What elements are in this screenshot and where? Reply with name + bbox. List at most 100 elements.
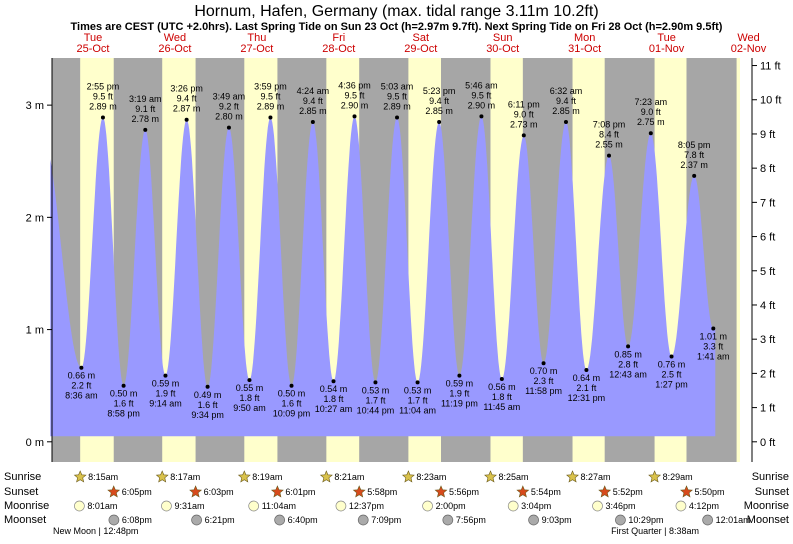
tide-extreme-dot (457, 373, 462, 378)
moonset-icon (615, 514, 626, 526)
moonset-icon (357, 514, 369, 526)
tide-high-time: 7:08 pm (593, 120, 626, 130)
sunset-icon (107, 485, 121, 498)
moonrise-icon (422, 500, 433, 512)
tide-high-m: 2.85 m (425, 106, 453, 116)
row-label-left: Sunrise (4, 471, 41, 483)
row-label-left: Moonrise (4, 500, 49, 512)
day-date-label: 01-Nov (649, 43, 685, 55)
tide-high-time: 7:23 am (635, 97, 668, 107)
tide-high-time: 8:05 pm (678, 140, 711, 150)
tide-extreme-dot (479, 114, 484, 119)
moonrise-icon (335, 500, 347, 512)
tide-low-ft: 1.6 ft (282, 399, 303, 409)
day-weekday-label: Tue (84, 32, 103, 44)
tide-high-ft: 9.5 ft (387, 91, 408, 101)
moonset-icon (702, 514, 713, 526)
tide-extreme-dot (541, 361, 546, 366)
y-tick-label-ft: 10 ft (760, 95, 781, 107)
moonrise-icon (74, 500, 85, 512)
sunset-icon (680, 485, 693, 498)
sunset-time: 5:52pm (613, 487, 643, 497)
tide-high-time: 2:55 pm (87, 81, 120, 91)
chart-title: Hornum, Hafen, Germany (max. tidal range… (194, 3, 598, 20)
tide-extreme-dot (437, 119, 442, 124)
tide-high-time: 3:49 am (213, 92, 246, 102)
tide-low-m: 0.53 m (362, 385, 390, 395)
tide-area (50, 116, 716, 437)
row-label-right: Moonset (747, 514, 789, 526)
axis-ticks: 0 m 1 m 2 m 3 m 0 ft 1 ft 2 ft 3 ft 4 ft 5 ft 6 ft… (26, 61, 782, 449)
tide-low-m: 0.66 m (68, 371, 96, 381)
tide-low-ft: 1.8 ft (324, 394, 345, 404)
moonset-icon (108, 514, 120, 526)
tide-high-time: 3:59 pm (254, 81, 287, 91)
tide-high-ft: 9.5 ft (93, 91, 114, 101)
moonrise-time: 11:04am (262, 501, 296, 511)
tide-high-ft: 7.8 ft (684, 150, 705, 160)
sunset-time: 6:05pm (122, 487, 152, 497)
sunrise-time: 8:23am (416, 472, 446, 482)
tide-extreme-dot (184, 117, 189, 122)
tide-extreme-dot (692, 173, 697, 178)
tide-extreme-dot (121, 383, 126, 388)
tide-low-m: 0.56 m (488, 382, 516, 392)
y-tick-label-ft: 0 ft (760, 437, 775, 449)
tide-labels: 0.66 m2.2 ft8:36 am2:55 pm9.5 ft2.89 m0.… (65, 80, 729, 419)
tide-low-m: 1.01 m (700, 331, 728, 341)
tide-extreme-dot (268, 115, 273, 120)
sunrise-time: 8:15am (88, 472, 118, 482)
tide-low-time: 1:41 am (697, 351, 730, 361)
tide-high-time: 3:26 pm (170, 84, 203, 94)
moonset-time: 6:21pm (205, 515, 235, 525)
moonrise-time: 4:12pm (689, 501, 719, 511)
tide-low-time: 10:27 am (315, 404, 353, 414)
tide-low-m: 0.53 m (404, 385, 432, 395)
tide-low-ft: 1.7 ft (365, 395, 386, 405)
moonset-time: 7:09pm (371, 515, 401, 525)
tide-high-ft: 9.0 ft (641, 107, 662, 117)
tide-high-m: 2.75 m (637, 117, 665, 127)
tide-extreme-dot (373, 380, 378, 385)
tide-low-m: 0.85 m (614, 349, 642, 359)
sunset-time: 5:58pm (367, 487, 397, 497)
tide-low-time: 8:36 am (65, 391, 98, 401)
moonrise-time: 3:46pm (606, 501, 636, 511)
tide-extreme-dot (669, 354, 674, 359)
sunrise-time: 8:21am (334, 472, 364, 482)
tide-low-ft: 2.1 ft (576, 383, 597, 393)
tide-high-time: 5:03 am (381, 81, 414, 91)
day-date-label: 28-Oct (322, 43, 355, 55)
tide-extreme-dot (606, 153, 611, 158)
y-tick-label-ft: 7 ft (760, 197, 775, 209)
tide-extreme-dot (415, 380, 420, 385)
day-labels: Tue25-OctWed26-OctThu27-OctFri28-OctSat2… (76, 32, 766, 55)
y-tick-label-ft: 5 ft (760, 266, 775, 278)
tide-high-ft: 9.4 ft (177, 94, 198, 104)
tide-low-time: 11:04 am (399, 405, 436, 415)
tide-low-ft: 1.9 ft (155, 389, 176, 399)
tide-low-m: 0.76 m (658, 360, 686, 370)
day-date-label: 02-Nov (731, 43, 767, 55)
tide-low-time: 9:14 am (149, 399, 182, 409)
tide-low-m: 0.54 m (320, 384, 348, 394)
moonset-icon (442, 514, 454, 526)
tide-high-m: 2.73 m (510, 119, 538, 129)
tide-extreme-dot (331, 379, 336, 384)
sunrise-time: 8:27am (581, 472, 611, 482)
y-tick-label-ft: 2 ft (760, 368, 775, 380)
moonset-icon (274, 514, 285, 526)
tide-extreme-dot (395, 115, 400, 120)
tide-low-time: 9:34 pm (191, 410, 224, 420)
day-date-label: 30-Oct (486, 43, 519, 55)
row-label-right: Sunset (755, 486, 789, 498)
tide-low-ft: 1.9 ft (449, 389, 470, 399)
tide-high-ft: 9.4 ft (556, 96, 577, 106)
y-tick-label-ft: 8 ft (760, 163, 775, 175)
y-tick-label-ft: 4 ft (760, 300, 775, 312)
y-tick-label-ft: 11 ft (760, 61, 781, 73)
chart-subtitle: Times are CEST (UTC +2.0hrs). Last Sprin… (71, 21, 723, 33)
moonrise-time: 9:31am (174, 501, 204, 511)
tide-high-m: 2.55 m (595, 140, 623, 150)
moonset-time: 7:56pm (456, 515, 486, 525)
